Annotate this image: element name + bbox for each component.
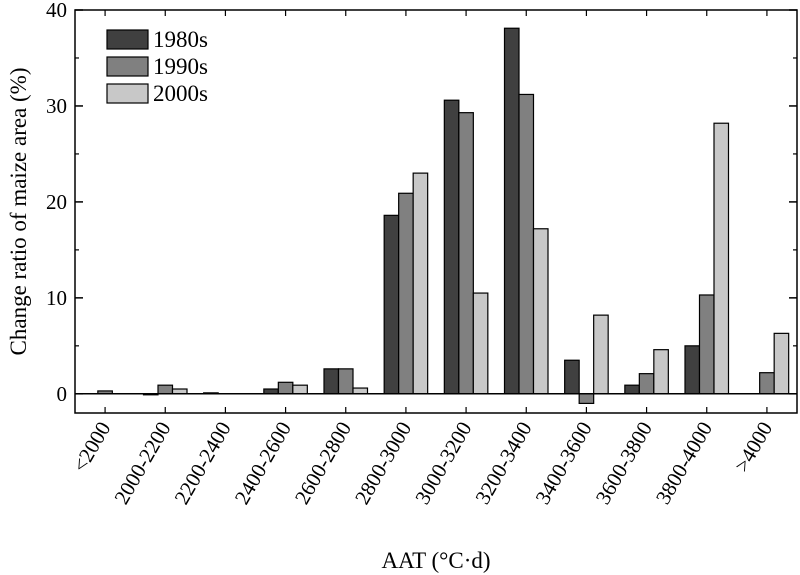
x-tick-label: 2600-2800 <box>290 418 356 509</box>
bar-1990s-1 <box>157 384 174 395</box>
x-tick-label: 2200-2400 <box>169 418 235 509</box>
bar-1980s-4 <box>323 368 340 395</box>
bar-1980s-6 <box>443 99 460 395</box>
x-tick-label: 2400-2600 <box>230 418 296 509</box>
y-tick-label: 0 <box>57 382 68 406</box>
bar-1990s-11 <box>759 372 775 395</box>
legend-swatch-2000s <box>106 83 149 104</box>
bar-2000s-5 <box>412 172 429 395</box>
legend-label-1980s: 1980s <box>153 27 208 52</box>
bar-2000s-8 <box>593 314 609 395</box>
legend-label-2000s: 2000s <box>153 81 208 106</box>
x-tick-label: 3800-4000 <box>651 418 717 509</box>
bar-2000s-4 <box>352 387 369 395</box>
bar-1990s-3 <box>277 381 294 395</box>
y-axis: 0 10 20 30 40 <box>46 0 797 406</box>
x-tick-label: 3600-3800 <box>591 418 657 509</box>
bar-1980s-8 <box>564 359 580 395</box>
bar-1980s-5 <box>383 214 400 395</box>
x-tick-label: 3200-3400 <box>470 418 536 509</box>
bar-2000s-9 <box>653 349 669 395</box>
x-tick-label: 2000-2200 <box>109 418 175 509</box>
x-tick-label: 3000-3200 <box>410 418 476 509</box>
bar-2000s-11 <box>773 332 790 395</box>
bar-1990s-8 <box>578 393 595 405</box>
bar-2000s-6 <box>472 292 489 395</box>
bar-2000s-7 <box>532 228 549 395</box>
bar-2000s-10 <box>713 122 730 395</box>
bar-2000s-3 <box>292 384 308 395</box>
y-tick-label: 20 <box>46 190 67 214</box>
bar-1980s-10 <box>684 345 701 395</box>
legend-swatch-1990s <box>106 56 149 77</box>
y-tick-label: 30 <box>46 94 67 118</box>
y-tick-label: 10 <box>46 286 67 310</box>
legend-swatch-1980s <box>106 29 149 50</box>
x-axis-title: AAT (°C·d) <box>381 548 490 573</box>
legend-label-1990s: 1990s <box>153 54 208 79</box>
bar-1990s-6 <box>458 112 474 395</box>
x-tick-label: 3400-3600 <box>530 418 596 509</box>
plot-frame <box>74 9 798 414</box>
bar-1990s-5 <box>398 192 414 395</box>
bar-1980s-9 <box>624 384 640 395</box>
bars-group <box>97 27 790 405</box>
bar-1990s-10 <box>698 294 715 395</box>
y-axis-title: Change ratio of maize area (%) <box>6 68 31 356</box>
bar-1990s-4 <box>337 368 354 395</box>
y-tick-label: 40 <box>46 0 67 22</box>
x-tick-label: >4000 <box>730 418 778 477</box>
bar-1980s-7 <box>503 27 520 395</box>
bar-1990s-9 <box>638 373 655 395</box>
bar-1990s-7 <box>518 93 535 395</box>
x-tick-label: 2800-3000 <box>350 418 416 509</box>
x-tick-label: <2000 <box>68 418 116 477</box>
